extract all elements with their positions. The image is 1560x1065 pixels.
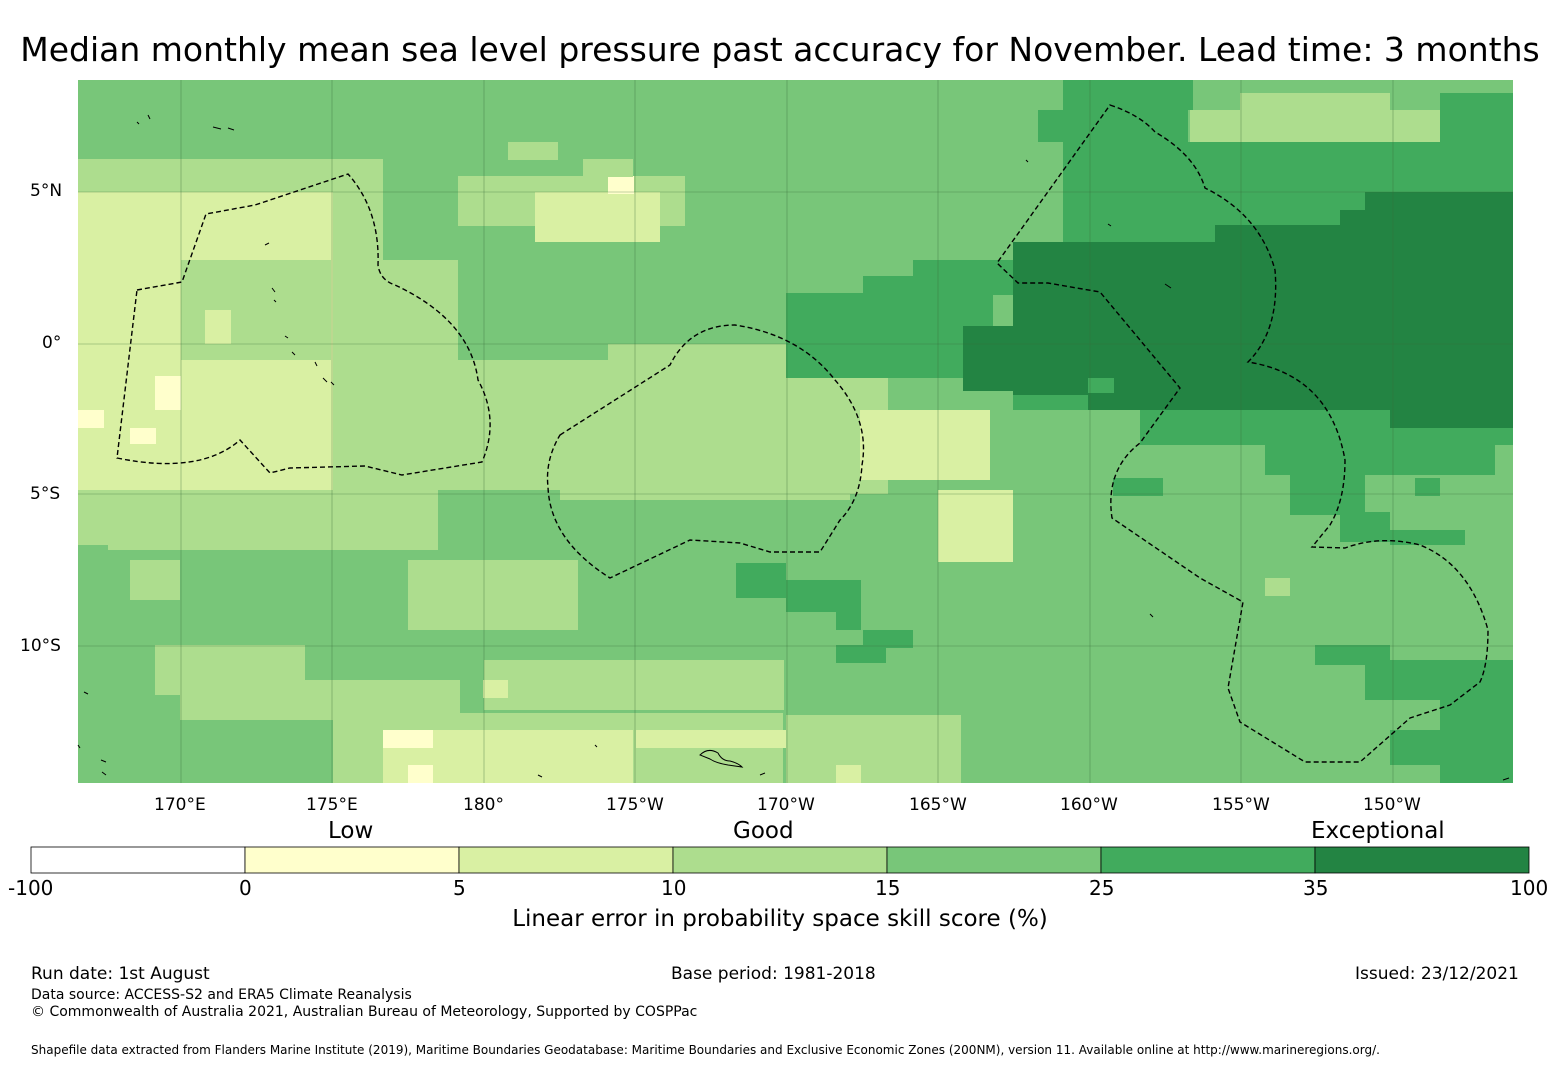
- lon-tick-label: 150°W: [1363, 795, 1421, 815]
- lat-tick-label: 10°S: [20, 636, 61, 656]
- colorbar-segment: [30, 846, 246, 874]
- colorbar-segment: [458, 846, 674, 874]
- colorbar-label: Linear error in probability space skill …: [512, 906, 1048, 932]
- skill-field: [78, 93, 1440, 783]
- lon-tick-label: 175°E: [306, 795, 358, 815]
- lon-tick-label: 170°W: [757, 795, 815, 815]
- lat-tick-label: 5°S: [30, 484, 61, 504]
- colorbar-segment: [1314, 846, 1530, 874]
- lon-tick-label: 180°: [463, 795, 504, 815]
- issued-date: Issued: 23/12/2021: [1355, 964, 1519, 984]
- colorbar-category-label: Good: [733, 818, 794, 844]
- colorbar-segment: [672, 846, 888, 874]
- colorbar-category-label: Exceptional: [1311, 818, 1445, 844]
- map-title: Median monthly mean sea level pressure p…: [20, 30, 1540, 69]
- lat-tick-label: 0°: [42, 333, 62, 353]
- colorbar-category-label: Low: [328, 818, 374, 844]
- colorbar-segment: [244, 846, 460, 874]
- colorbar-tick-label: 5: [453, 876, 466, 900]
- lat-tick-label: 5°N: [30, 181, 63, 201]
- lon-tick-label: 170°E: [154, 795, 206, 815]
- colorbar-tick-label: 10: [661, 876, 687, 900]
- base-period: Base period: 1981-2018: [671, 964, 876, 984]
- run-date: Run date: 1st August: [31, 964, 210, 984]
- colorbar-tick-label: 25: [1089, 876, 1115, 900]
- map-gridlines: [78, 80, 1513, 783]
- data-source: Data source: ACCESS-S2 and ERA5 Climate …: [31, 987, 412, 1003]
- lon-tick-label: 160°W: [1060, 795, 1118, 815]
- colorbar-tick-label: 100: [1510, 876, 1549, 900]
- islands: [77, 114, 1510, 781]
- colorbar-tick-label: -100: [8, 876, 54, 900]
- colorbar-tick-label: 35: [1303, 876, 1329, 900]
- colorbar: [30, 846, 1530, 874]
- lon-tick-label: 155°W: [1212, 795, 1270, 815]
- colorbar-segment: [1100, 846, 1316, 874]
- colorbar-tick-label: 15: [875, 876, 901, 900]
- eez-boundaries: [116, 104, 1489, 763]
- shapefile-credit: Shapefile data extracted from Flanders M…: [31, 1043, 1380, 1057]
- colorbar-segment: [886, 846, 1102, 874]
- lon-tick-label: 175°W: [606, 795, 664, 815]
- copyright: © Commonwealth of Australia 2021, Austra…: [31, 1004, 698, 1020]
- colorbar-tick-label: 0: [239, 876, 252, 900]
- lon-tick-label: 165°W: [909, 795, 967, 815]
